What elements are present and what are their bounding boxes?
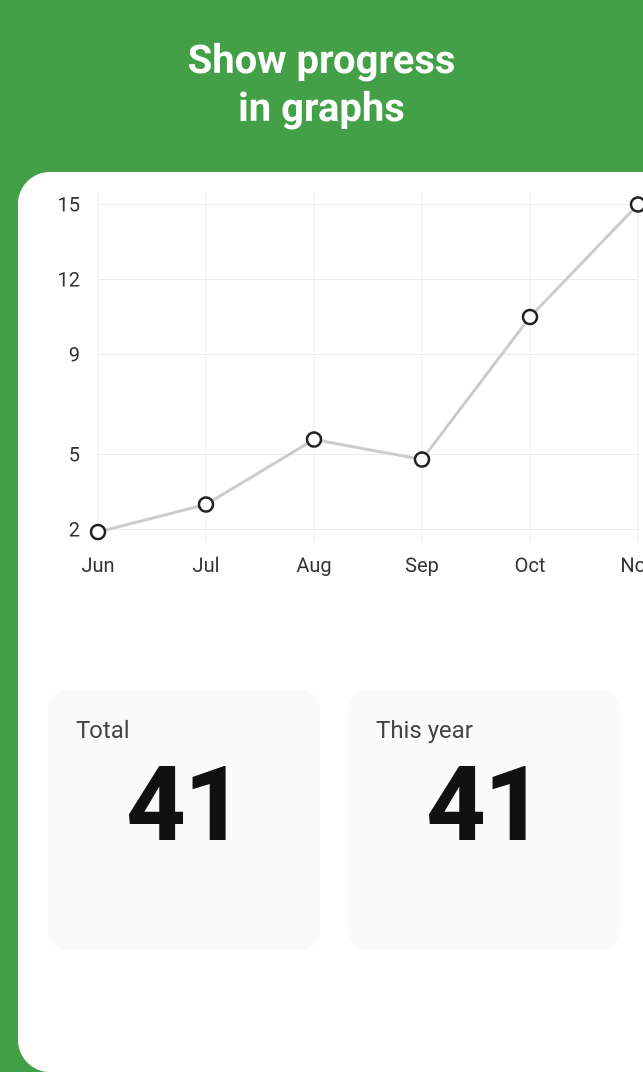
svg-text:12: 12 [58, 268, 80, 292]
svg-text:2: 2 [69, 518, 80, 542]
svg-text:Sep: Sep [405, 553, 439, 577]
svg-text:15: 15 [58, 193, 80, 217]
hero-banner: Show progress in graphs [0, 0, 643, 160]
svg-text:9: 9 [69, 343, 80, 367]
stat-value: 41 [376, 754, 592, 858]
stat-label: Total [76, 716, 292, 744]
svg-text:Oct: Oct [515, 553, 546, 577]
content-card: 2 5 9 12 15 Jun Jul Aug Sep Oct Nov Total 41 This … [18, 172, 643, 1072]
stats-row: Total 41 This year 41 [48, 690, 620, 950]
svg-text:5: 5 [69, 443, 80, 467]
stat-label: This year [376, 716, 592, 744]
chart-svg: 2 5 9 12 15 Jun Jul Aug Sep Oct Nov [18, 172, 643, 592]
svg-text:Jul: Jul [193, 553, 220, 577]
stat-card-this-year: This year 41 [348, 690, 620, 950]
progress-chart: 2591215JunJulAugSepOctNov [18, 172, 638, 592]
stat-value: 41 [76, 754, 292, 858]
svg-text:Nov: Nov [620, 553, 643, 577]
stat-card-total: Total 41 [48, 690, 320, 950]
hero-line-2: in graphs [0, 84, 643, 132]
svg-text:Aug: Aug [296, 553, 331, 577]
hero-line-1: Show progress [0, 36, 643, 84]
svg-text:Jun: Jun [81, 553, 114, 577]
